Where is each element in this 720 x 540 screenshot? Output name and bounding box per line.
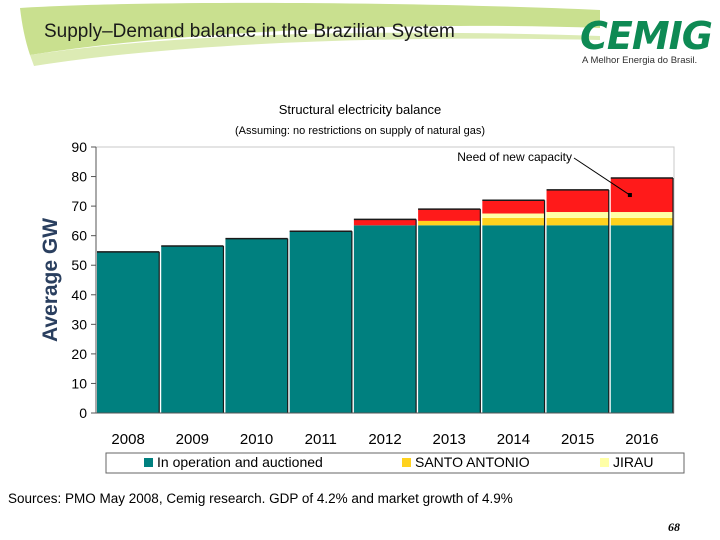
- banner-swoosh-lower: [30, 32, 600, 66]
- x-tick-label-2015: 2015: [561, 431, 594, 448]
- bar-jirau-2015: [546, 212, 609, 218]
- bar-jirau-2014: [482, 213, 545, 218]
- bar-in_operation-2009: [161, 246, 224, 413]
- y-tick-label-10: 10: [71, 375, 87, 391]
- legend-label-jirau: JIRAU: [613, 454, 653, 470]
- chart-title: Structural electricity balance: [278, 102, 442, 117]
- bar-new_capacity-2014: [482, 200, 545, 214]
- y-axis-title: Average GW: [39, 218, 62, 342]
- bar-new_capacity-2015: [546, 189, 609, 213]
- chart-subtitle: (Assuming: no restrictions on supply of …: [234, 125, 486, 137]
- y-tick-label-30: 30: [71, 316, 87, 332]
- bar-santo_antonio-2013: [418, 220, 481, 226]
- y-tick-label-20: 20: [71, 346, 87, 362]
- bar-in_operation-2014: [482, 225, 545, 413]
- x-tick-label-2014: 2014: [497, 431, 530, 448]
- y-tick-label-0: 0: [79, 405, 87, 421]
- bar-in_operation-2016: [610, 225, 673, 413]
- sources-note: Sources: PMO May 2008, Cemig research. G…: [8, 491, 513, 506]
- bar-in_operation-2012: [353, 225, 417, 413]
- bar-in_operation-2015: [546, 225, 609, 413]
- y-tick-label-90: 90: [71, 139, 87, 155]
- page-number: 68: [668, 520, 680, 534]
- y-tick-label-80: 80: [71, 169, 87, 185]
- legend-label-santo_antonio: SANTO ANTONIO: [415, 454, 530, 470]
- slide-title: Supply–Demand balance in the Brazilian S…: [44, 21, 455, 42]
- legend-swatch-in_operation: [144, 458, 153, 467]
- x-tick-label-2010: 2010: [240, 431, 273, 448]
- x-tick-label-2013: 2013: [433, 431, 466, 448]
- banner-swoosh: [20, 2, 600, 56]
- y-tick-label-50: 50: [71, 257, 87, 273]
- legend-swatch-jirau: [600, 458, 609, 467]
- bar-jirau-2016: [610, 212, 673, 218]
- legend-box: [105, 452, 685, 474]
- logo-tagline: A Melhor Energia do Brasil.: [582, 55, 698, 66]
- bar-in_operation-2010: [225, 238, 288, 413]
- x-tick-label-2008: 2008: [111, 431, 144, 448]
- annotation-leader: [573, 157, 631, 196]
- bar-santo_antonio-2015: [546, 217, 609, 226]
- annotation-label: Need of new capacity: [457, 150, 572, 164]
- y-tick-label-40: 40: [71, 287, 87, 303]
- x-tick-label-2016: 2016: [625, 431, 658, 448]
- bar-new_capacity-2012: [353, 219, 417, 226]
- bar-santo_antonio-2016: [610, 217, 673, 226]
- bar-new_capacity-2016: [610, 178, 673, 213]
- legend-label-in_operation: In operation and auctioned: [157, 454, 323, 470]
- bar-in_operation-2008: [97, 251, 160, 413]
- annotation-marker: [627, 193, 632, 198]
- header-banner: [20, 2, 600, 66]
- bar-in_operation-2011: [289, 231, 352, 413]
- x-tick-label-2009: 2009: [176, 431, 209, 448]
- bar-in_operation-2013: [418, 225, 481, 413]
- legend-swatch-santo_antonio: [402, 458, 411, 467]
- x-tick-label-2011: 2011: [305, 431, 337, 448]
- bar-new_capacity-2013: [418, 209, 481, 221]
- x-tick-label-2012: 2012: [368, 431, 401, 448]
- y-tick-label-60: 60: [71, 228, 87, 244]
- y-tick-label-70: 70: [71, 198, 87, 214]
- bar-santo_antonio-2014: [482, 217, 545, 226]
- cemig-logo: CEMIG: [580, 14, 713, 58]
